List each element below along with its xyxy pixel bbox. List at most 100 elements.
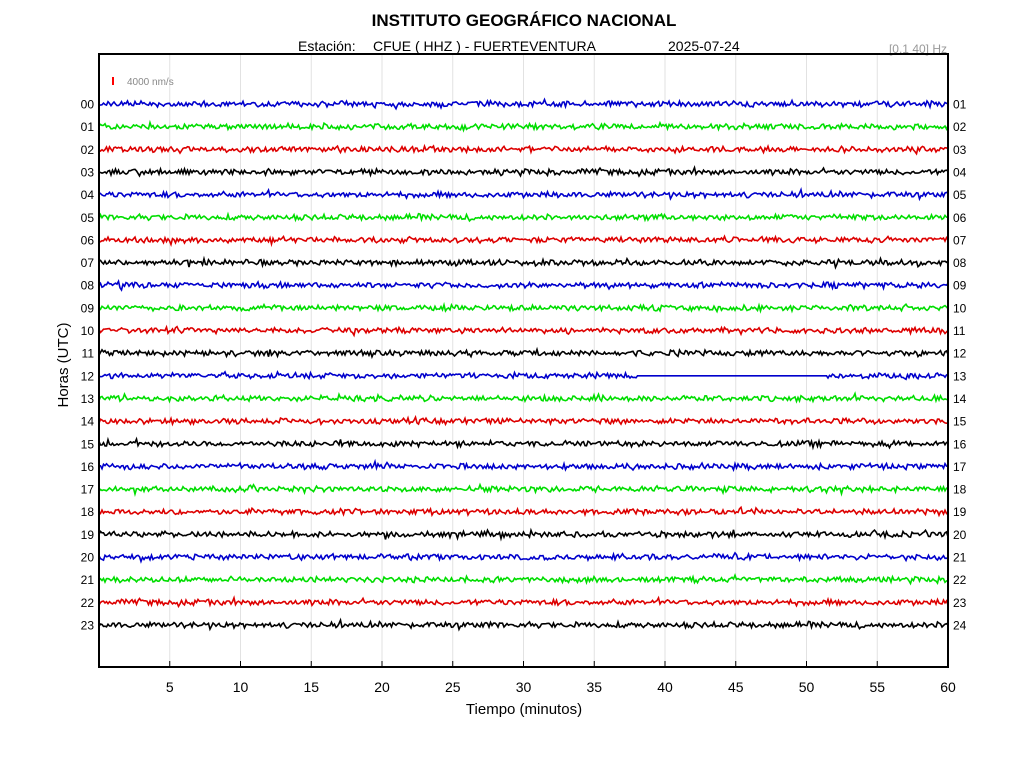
right-hour-label: 15 <box>953 415 967 429</box>
right-hour-label: 14 <box>953 392 967 406</box>
trace-hour-02 <box>98 143 949 156</box>
left-hour-label: 15 <box>81 437 95 451</box>
trace-hour-04 <box>98 186 949 202</box>
left-hour-label: 22 <box>81 596 95 610</box>
left-hour-label: 12 <box>81 369 95 383</box>
seismic-traces <box>98 97 949 632</box>
right-hour-label: 04 <box>953 165 967 179</box>
x-tick-label: 5 <box>166 679 174 695</box>
trace-hour-14 <box>98 414 948 427</box>
right-hour-labels: 01 02 03 04 05 06 07 08 09 10 11 12 13 14 15 16 17 18 19 20… <box>953 98 967 633</box>
trace-hour-11 <box>98 346 949 360</box>
right-hour-label: 03 <box>953 143 967 157</box>
right-hour-label: 21 <box>953 551 967 565</box>
left-hour-label: 18 <box>81 505 95 519</box>
right-hour-label: 20 <box>953 528 967 542</box>
station-name: CFUE ( HHZ ) - FUERTEVENTURA <box>373 38 597 54</box>
left-hour-label: 05 <box>81 211 95 225</box>
trace-hour-06 <box>98 234 949 248</box>
right-hour-label: 09 <box>953 279 967 293</box>
right-hour-label: 06 <box>953 211 967 225</box>
left-hour-label: 07 <box>81 256 95 270</box>
x-tick-label: 20 <box>374 679 390 695</box>
trace-hour-05 <box>98 211 949 223</box>
x-tick-label: 25 <box>445 679 461 695</box>
left-hour-label: 21 <box>81 573 95 587</box>
left-hour-labels: 00 01 02 03 04 05 06 07 08 09 10 11 12 13 14 15 16 17 18 19… <box>81 98 95 633</box>
right-hour-label: 11 <box>953 324 966 338</box>
x-tick-label: 35 <box>586 679 602 695</box>
trace-hour-17 <box>98 482 949 498</box>
right-hour-label: 10 <box>953 301 967 315</box>
right-hour-label: 23 <box>953 596 967 610</box>
right-hour-label: 01 <box>953 98 967 112</box>
right-hour-label: 12 <box>953 347 967 361</box>
x-axis-label: Tiempo (minutos) <box>466 701 582 718</box>
left-hour-label: 08 <box>81 279 95 293</box>
left-hour-label: 10 <box>81 324 95 338</box>
x-tick-label: 30 <box>516 679 532 695</box>
trace-hour-12 <box>98 370 949 381</box>
left-hour-label: 02 <box>81 143 95 157</box>
left-hour-label: 06 <box>81 233 95 247</box>
right-hour-label: 22 <box>953 573 967 587</box>
trace-hour-07 <box>98 255 949 270</box>
x-tick-label: 50 <box>799 679 815 695</box>
trace-hour-13 <box>98 391 949 404</box>
right-hour-label: 17 <box>953 460 967 474</box>
x-tick-label: 45 <box>728 679 744 695</box>
trace-hour-10 <box>98 324 949 338</box>
x-tick-label: 10 <box>233 679 249 695</box>
x-axis-ticks: 5 10 15 20 25 30 35 40 45 50 55 60 <box>166 661 956 695</box>
plot-frame <box>98 53 949 668</box>
left-hour-label: 16 <box>81 460 95 474</box>
scale-label: 4000 nm/s <box>127 77 174 88</box>
left-hour-label: 04 <box>81 188 95 202</box>
left-hour-label: 03 <box>81 165 95 179</box>
trace-hour-19 <box>98 527 949 542</box>
trace-hour-00 <box>98 97 949 111</box>
trace-hour-08 <box>98 279 949 292</box>
right-hour-label: 05 <box>953 188 967 202</box>
trace-hour-01 <box>98 119 949 133</box>
y-axis-label: Horas (UTC) <box>55 322 72 407</box>
date-label: 2025-07-24 <box>668 38 740 54</box>
x-tick-label: 60 <box>940 679 956 695</box>
right-hour-label: 08 <box>953 256 967 270</box>
right-hour-label: 02 <box>953 120 967 134</box>
filter-label: [0.1 40] Hz <box>889 42 947 56</box>
chart-title: INSTITUTO GEOGRÁFICO NACIONAL <box>372 11 677 30</box>
trace-hour-03 <box>98 164 949 178</box>
right-hour-label: 18 <box>953 483 967 497</box>
left-hour-label: 00 <box>81 98 95 112</box>
right-hour-label: 16 <box>953 437 967 451</box>
left-hour-label: 13 <box>81 392 95 406</box>
left-hour-label: 20 <box>81 551 95 565</box>
left-hour-label: 14 <box>81 415 95 429</box>
left-hour-label: 17 <box>81 483 95 497</box>
right-hour-label: 07 <box>953 233 967 247</box>
trace-hour-09 <box>98 301 949 314</box>
trace-hour-15 <box>98 436 949 451</box>
right-hour-label: 13 <box>953 369 967 383</box>
vertical-grid <box>169 54 878 667</box>
right-hour-label: 19 <box>953 505 967 519</box>
station-label: Estación: <box>298 38 356 54</box>
trace-hour-16 <box>98 458 949 473</box>
x-tick-label: 55 <box>869 679 885 695</box>
trace-hour-22 <box>98 595 949 609</box>
left-hour-label: 11 <box>82 347 95 361</box>
right-hour-label: 24 <box>953 618 967 632</box>
trace-hour-20 <box>98 551 949 564</box>
left-hour-label: 09 <box>81 301 95 315</box>
trace-hour-21 <box>98 572 949 586</box>
left-hour-label: 19 <box>81 528 95 542</box>
left-hour-label: 23 <box>81 618 95 632</box>
scale-bar <box>112 77 114 85</box>
trace-hour-23 <box>98 617 949 632</box>
left-hour-label: 01 <box>81 120 95 134</box>
x-tick-label: 40 <box>657 679 673 695</box>
x-tick-label: 15 <box>303 679 319 695</box>
trace-hour-18 <box>98 505 949 518</box>
